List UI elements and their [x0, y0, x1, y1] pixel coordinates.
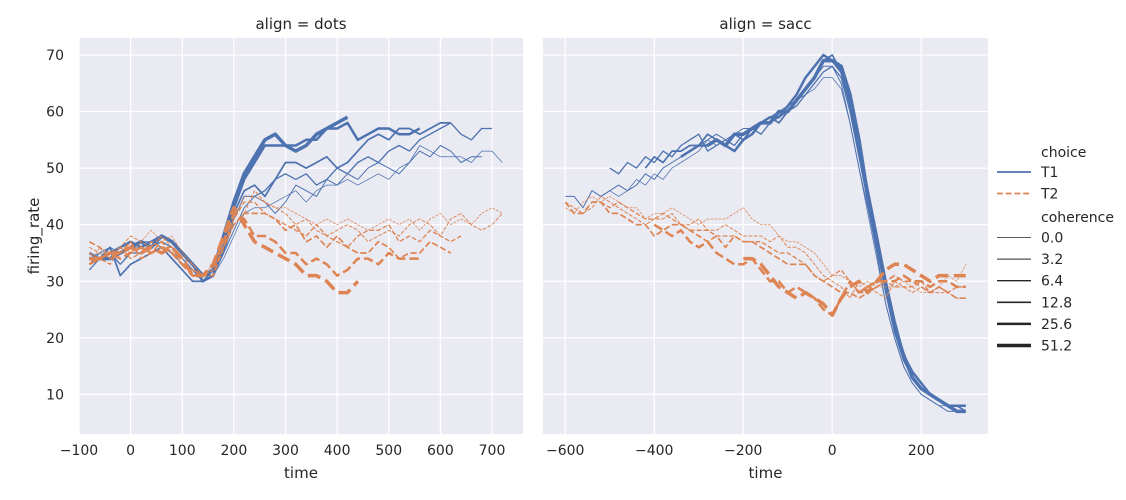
panel-title: align = dots — [255, 15, 346, 33]
grid-lines — [78, 38, 523, 434]
series-line-t2-6-4 — [600, 201, 966, 294]
panel-title: align = sacc — [719, 15, 811, 33]
series-line-t1-51-2 — [706, 58, 966, 414]
x-axis-label: time — [749, 464, 783, 482]
legend-size-label: 51.2 — [1041, 339, 1072, 355]
legend-label-t1: T1 — [1040, 165, 1058, 181]
series-line-t2-0-0 — [88, 196, 503, 276]
x-tick-labels: −100 0 100 200 300 400 500 600 700 — [60, 443, 506, 459]
x-tick-label: −200 — [724, 443, 762, 459]
legend-size-label: 3.2 — [1041, 252, 1063, 268]
panel-align-dots: −100 0 100 200 300 400 500 600 700 align = dots … — [60, 15, 523, 482]
y-tick-label: 70 — [46, 48, 64, 64]
y-tick-label: 10 — [46, 387, 64, 403]
x-tick-label: 300 — [272, 443, 299, 459]
y-tick-labels: 10 20 30 40 50 60 70 — [46, 48, 64, 403]
x-tick-label: 200 — [908, 443, 935, 459]
x-tick-labels: −600 −400 −200 0 200 — [546, 443, 935, 459]
series-line-t2-0-0 — [565, 196, 967, 293]
legend-size-label: 12.8 — [1041, 295, 1072, 311]
x-axis-label: time — [284, 464, 318, 482]
y-tick-label: 20 — [46, 331, 64, 347]
y-tick-label: 50 — [46, 161, 64, 177]
panel-background — [79, 38, 523, 434]
series-line-t2-12-8 — [88, 212, 452, 277]
x-tick-label: 600 — [427, 443, 454, 459]
legend-size-label: 0.0 — [1041, 231, 1063, 247]
panel-background — [543, 38, 988, 434]
series-lines — [564, 53, 967, 414]
y-tick-label: 60 — [46, 105, 64, 121]
legend-label-t2: T2 — [1040, 187, 1058, 203]
series-line-t1-25-6 — [680, 53, 966, 407]
x-tick-label: −100 — [60, 443, 98, 459]
legend-hue-title: choice — [1041, 145, 1086, 161]
series-line-t2-25-6 — [88, 212, 420, 277]
y-axis-label: firing_rate — [25, 198, 44, 275]
panel-align-sacc: −600 −400 −200 0 200 align = sacc time — [543, 15, 988, 482]
x-tick-label: 0 — [126, 443, 135, 459]
x-tick-label: 0 — [828, 443, 837, 459]
y-tick-label: 40 — [46, 218, 64, 234]
series-line-t2-51-2 — [743, 256, 966, 317]
series-line-t2-51-2 — [89, 205, 360, 295]
x-tick-label: 500 — [375, 443, 402, 459]
x-tick-label: 700 — [479, 443, 506, 459]
x-tick-label: 200 — [221, 443, 248, 459]
x-tick-label: −400 — [635, 443, 673, 459]
series-line-t2-3-2 — [565, 195, 966, 299]
legend-size-title: coherence — [1041, 210, 1114, 226]
legend-size-label: 6.4 — [1041, 274, 1063, 290]
y-tick-label: 30 — [46, 274, 64, 290]
legend-size-label: 25.6 — [1041, 317, 1072, 333]
legend-size-items: 0.0 3.2 6.4 12.8 25.6 51.2 — [997, 231, 1072, 355]
x-tick-label: 400 — [324, 443, 351, 459]
x-tick-label: 100 — [169, 443, 196, 459]
series-line-t2-6-4 — [88, 201, 462, 277]
x-tick-label: −600 — [546, 443, 584, 459]
series-line-t2-3-2 — [89, 190, 503, 277]
series-lines — [88, 115, 503, 295]
